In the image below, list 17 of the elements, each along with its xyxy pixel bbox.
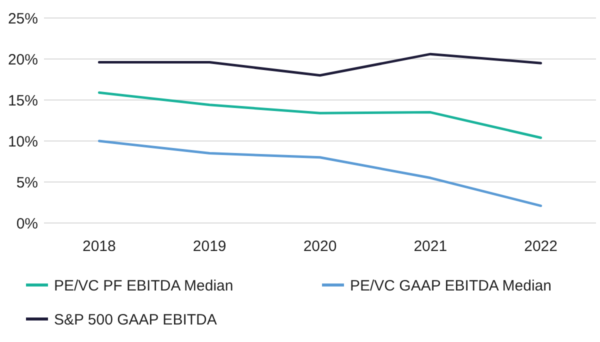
line-series <box>98 140 542 208</box>
legend-label: S&P 500 GAAP EBITDA <box>54 311 217 328</box>
legend-label: PE/VC GAAP EBITDA Median <box>350 277 552 294</box>
line-series <box>98 91 542 139</box>
y-tick-label: 0% <box>16 215 38 232</box>
legend-label: PE/VC PF EBITDA Median <box>54 277 234 294</box>
x-tick-label: 2022 <box>524 238 558 255</box>
x-tick-label: 2018 <box>82 238 116 255</box>
y-tick-label: 5% <box>16 174 38 192</box>
y-tick-label: 10% <box>8 133 38 150</box>
line-series <box>98 52 542 77</box>
y-tick-label: 20% <box>8 51 38 68</box>
x-tick-label: 2020 <box>303 238 337 255</box>
y-tick-label: 25% <box>8 10 38 28</box>
x-tick-label: 2019 <box>192 238 226 255</box>
x-tick-label: 2021 <box>414 238 448 255</box>
y-tick-label: 15% <box>8 92 38 110</box>
